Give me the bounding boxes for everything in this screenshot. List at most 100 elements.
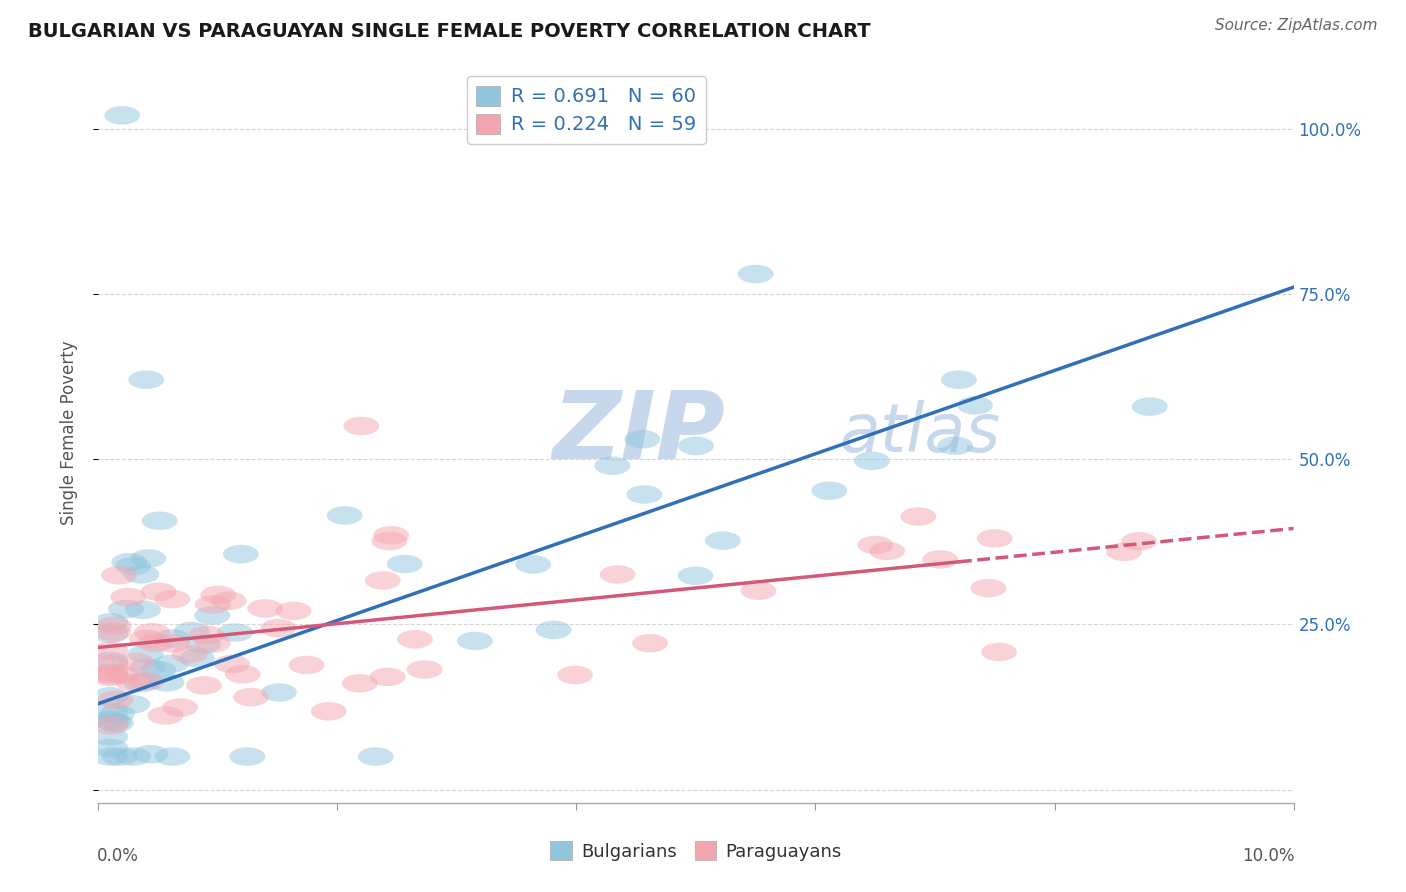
Ellipse shape: [115, 557, 152, 575]
Ellipse shape: [155, 634, 190, 652]
Ellipse shape: [104, 665, 141, 684]
Ellipse shape: [406, 660, 443, 679]
Ellipse shape: [600, 566, 636, 583]
Ellipse shape: [200, 586, 236, 604]
Ellipse shape: [108, 599, 143, 618]
Ellipse shape: [115, 673, 152, 691]
Ellipse shape: [93, 703, 128, 722]
Ellipse shape: [93, 687, 128, 706]
Ellipse shape: [217, 624, 253, 642]
Ellipse shape: [869, 541, 905, 560]
Ellipse shape: [93, 655, 128, 673]
Ellipse shape: [155, 747, 190, 765]
Ellipse shape: [141, 582, 177, 601]
Ellipse shape: [311, 702, 347, 721]
Ellipse shape: [153, 655, 188, 673]
Ellipse shape: [128, 370, 165, 389]
Text: Source: ZipAtlas.com: Source: ZipAtlas.com: [1215, 18, 1378, 33]
Ellipse shape: [343, 417, 380, 435]
Ellipse shape: [633, 634, 668, 652]
Ellipse shape: [981, 642, 1017, 661]
Ellipse shape: [595, 457, 630, 475]
Ellipse shape: [557, 665, 593, 684]
Ellipse shape: [129, 630, 165, 648]
Ellipse shape: [129, 658, 166, 677]
Ellipse shape: [96, 616, 132, 635]
Ellipse shape: [93, 665, 128, 684]
Text: ZIP: ZIP: [553, 386, 725, 479]
Ellipse shape: [186, 635, 221, 654]
Ellipse shape: [93, 613, 128, 632]
Ellipse shape: [536, 621, 571, 640]
Ellipse shape: [922, 550, 957, 569]
Ellipse shape: [704, 532, 741, 550]
Y-axis label: Single Female Poverty: Single Female Poverty: [59, 341, 77, 524]
Ellipse shape: [938, 436, 973, 455]
Ellipse shape: [100, 705, 135, 723]
Ellipse shape: [678, 436, 714, 455]
Ellipse shape: [970, 579, 1007, 598]
Ellipse shape: [853, 451, 890, 470]
Ellipse shape: [900, 508, 936, 525]
Ellipse shape: [371, 532, 408, 550]
Ellipse shape: [93, 728, 128, 746]
Text: 0.0%: 0.0%: [97, 847, 139, 865]
Ellipse shape: [247, 599, 283, 617]
Ellipse shape: [229, 747, 266, 765]
Ellipse shape: [93, 716, 128, 735]
Ellipse shape: [211, 591, 246, 610]
Ellipse shape: [128, 645, 163, 663]
Ellipse shape: [224, 545, 259, 564]
Ellipse shape: [132, 745, 169, 764]
Ellipse shape: [134, 623, 170, 641]
Ellipse shape: [98, 714, 134, 732]
Ellipse shape: [214, 655, 250, 673]
Ellipse shape: [162, 698, 198, 717]
Ellipse shape: [262, 683, 297, 702]
Ellipse shape: [195, 634, 231, 653]
Ellipse shape: [141, 661, 176, 680]
Ellipse shape: [233, 688, 269, 706]
Ellipse shape: [97, 690, 134, 709]
Ellipse shape: [457, 632, 494, 650]
Ellipse shape: [93, 664, 128, 682]
Ellipse shape: [93, 739, 128, 757]
Ellipse shape: [93, 711, 128, 729]
Ellipse shape: [225, 665, 260, 683]
Ellipse shape: [627, 485, 662, 504]
Ellipse shape: [515, 555, 551, 574]
Ellipse shape: [125, 600, 160, 619]
Ellipse shape: [858, 536, 893, 554]
Ellipse shape: [172, 645, 208, 664]
Ellipse shape: [370, 667, 405, 686]
Ellipse shape: [131, 549, 166, 567]
Ellipse shape: [1107, 542, 1142, 561]
Ellipse shape: [124, 673, 160, 692]
Ellipse shape: [276, 601, 312, 620]
Ellipse shape: [678, 566, 713, 585]
Ellipse shape: [342, 674, 378, 692]
Ellipse shape: [811, 482, 848, 500]
Ellipse shape: [387, 555, 423, 574]
Ellipse shape: [110, 588, 146, 607]
Ellipse shape: [194, 595, 231, 614]
Ellipse shape: [1121, 532, 1157, 550]
Ellipse shape: [138, 634, 173, 652]
Ellipse shape: [1132, 397, 1167, 416]
Ellipse shape: [624, 430, 661, 449]
Ellipse shape: [366, 571, 401, 590]
Legend: Bulgarians, Paraguayans: Bulgarians, Paraguayans: [543, 834, 849, 868]
Ellipse shape: [111, 553, 148, 572]
Ellipse shape: [288, 656, 325, 674]
Ellipse shape: [142, 511, 177, 530]
Ellipse shape: [96, 623, 131, 641]
Ellipse shape: [941, 370, 977, 389]
Ellipse shape: [396, 630, 433, 648]
Ellipse shape: [118, 653, 155, 672]
Ellipse shape: [124, 566, 159, 583]
Ellipse shape: [260, 619, 297, 638]
Ellipse shape: [93, 624, 128, 643]
Ellipse shape: [155, 629, 190, 648]
Ellipse shape: [114, 695, 150, 714]
Ellipse shape: [359, 747, 394, 765]
